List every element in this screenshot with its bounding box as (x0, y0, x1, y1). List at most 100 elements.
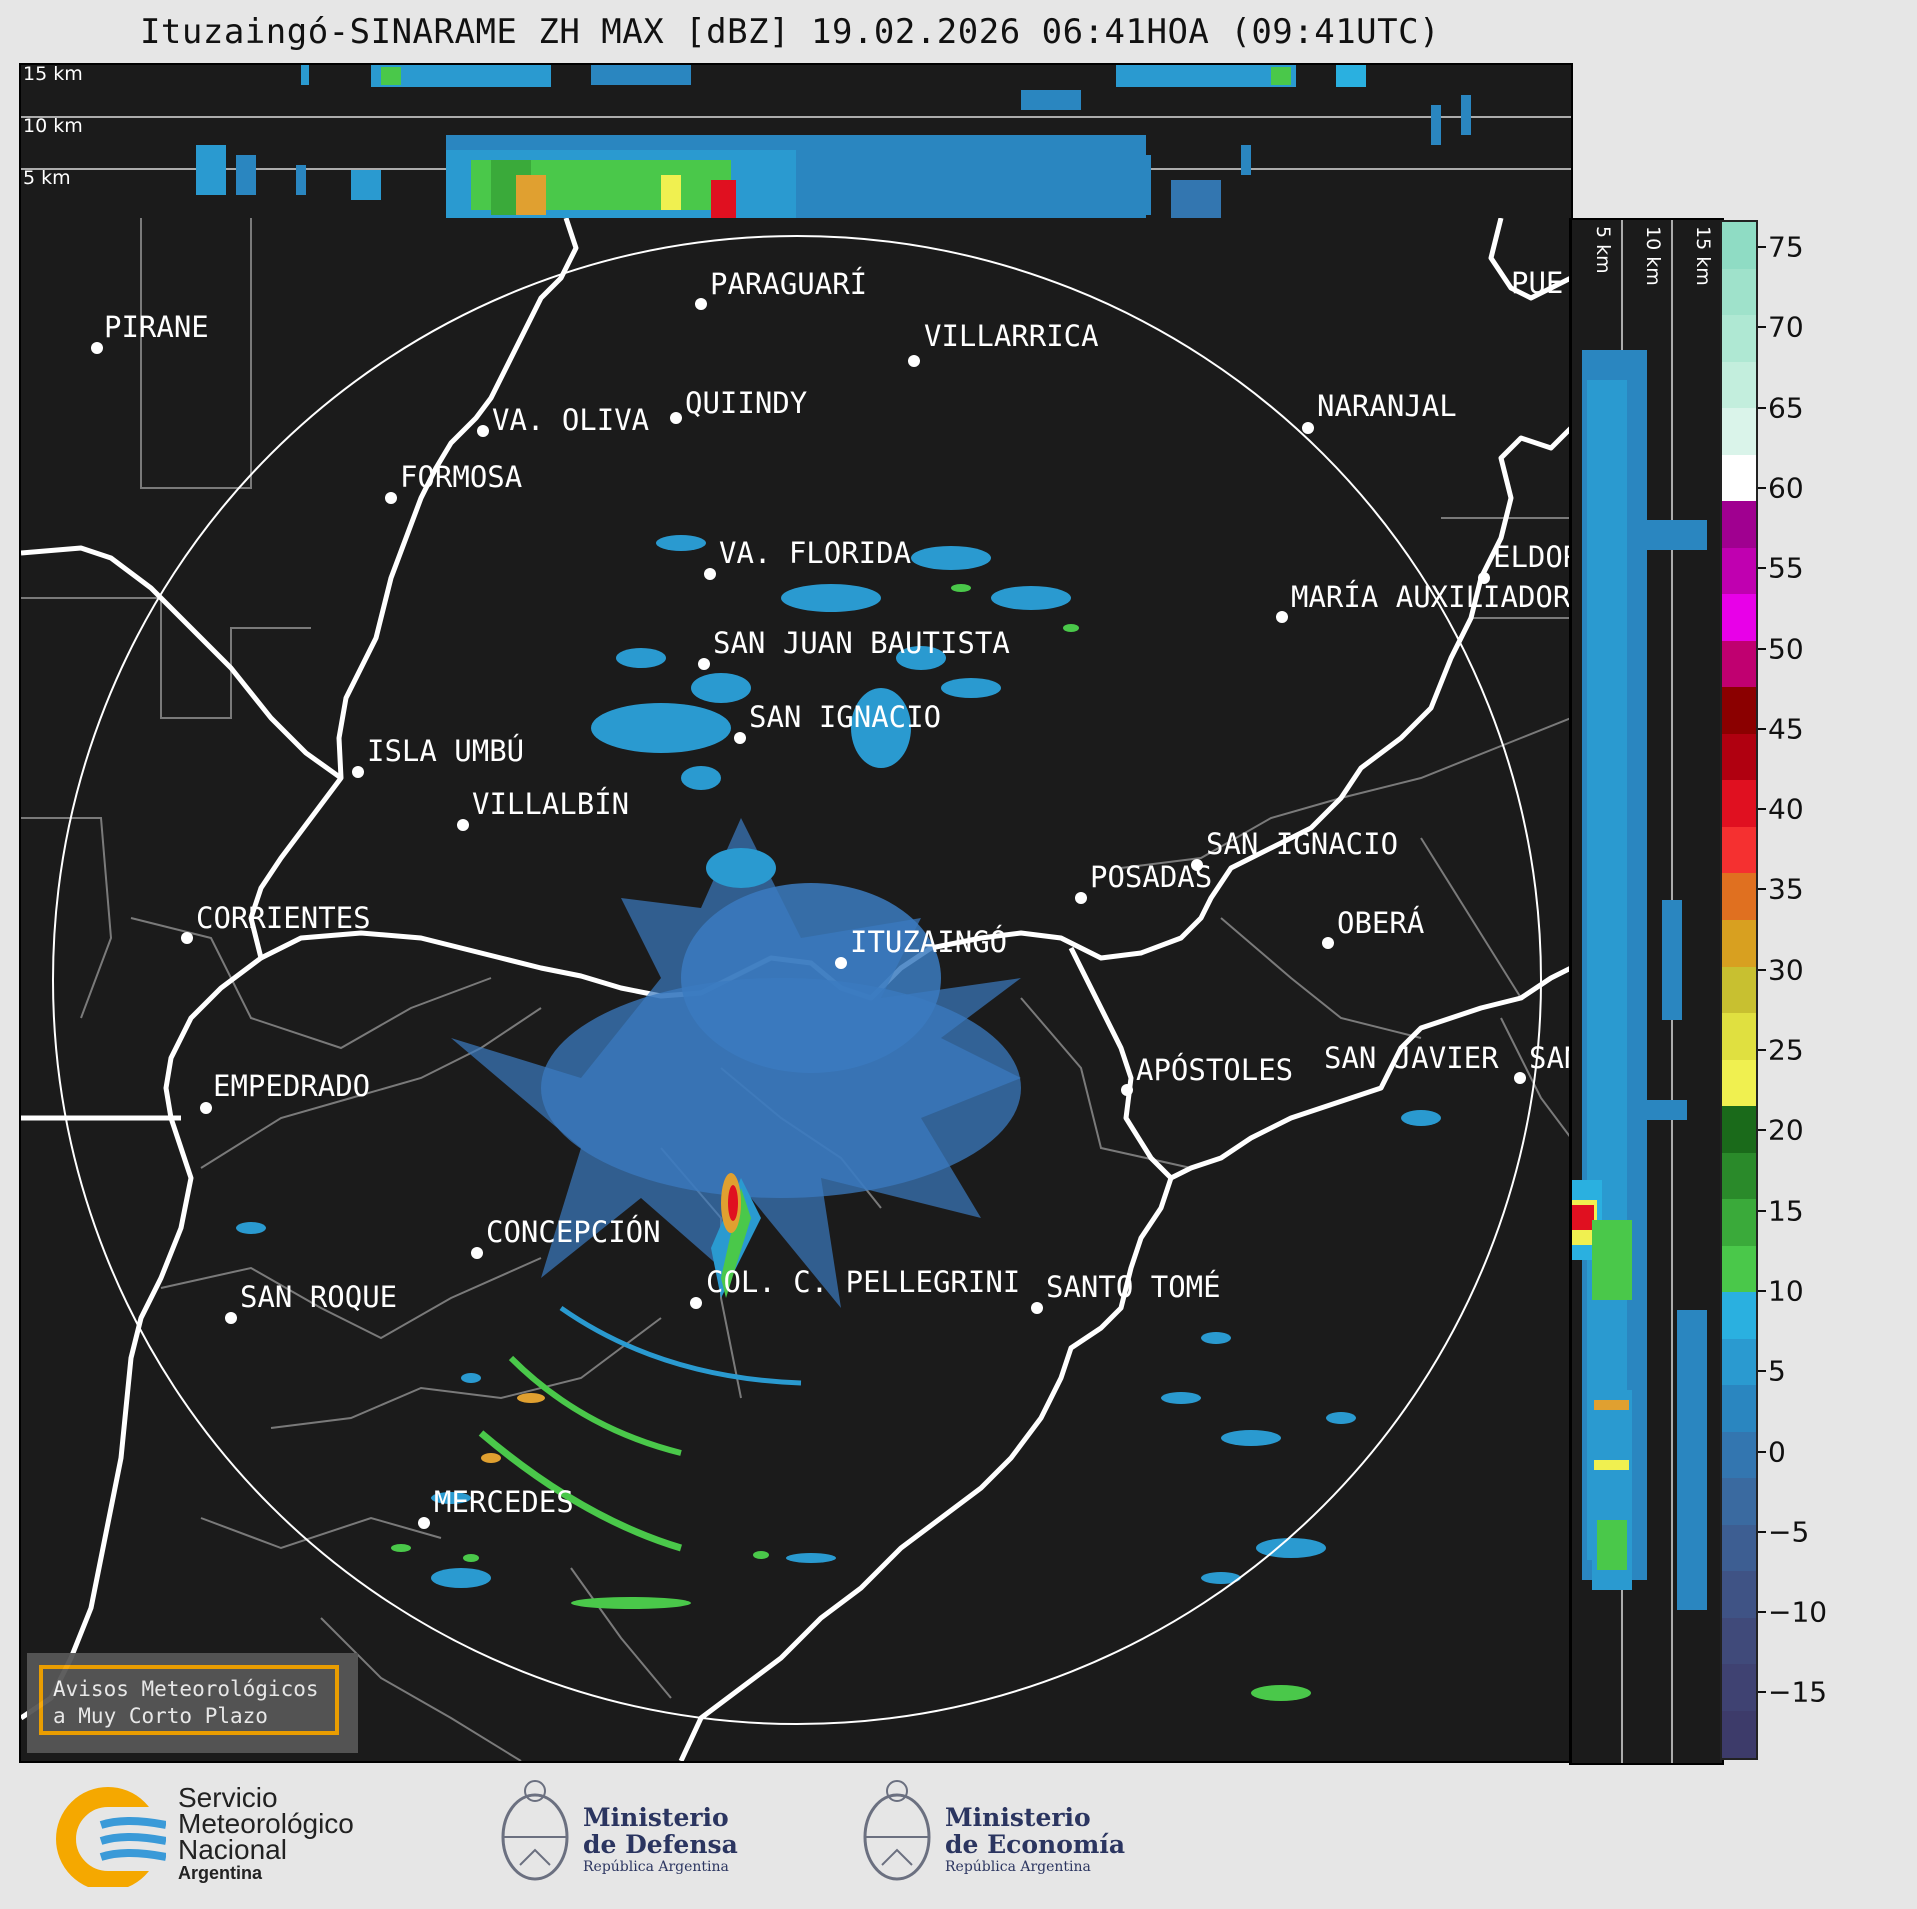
place-label-empedrado: EMPEDRADO (213, 1069, 371, 1103)
colorbar-segment (1722, 1059, 1756, 1107)
colorbar-segment (1722, 454, 1756, 502)
defensa-text: Ministerio de Defensa República Argentin… (583, 1804, 738, 1876)
smn-line2: Meteorológico (178, 1808, 354, 1839)
place-label-san: SAN (1529, 1041, 1571, 1075)
side-height-panel: 5 km 10 km 15 km (1569, 218, 1724, 1765)
colorbar-tick (1758, 888, 1766, 891)
colorbar-tick (1758, 246, 1766, 248)
defensa-coat-of-arms-icon (495, 1775, 575, 1895)
defensa-line2: de Defensa (583, 1830, 738, 1859)
side-echo-strips (1572, 350, 1707, 1610)
place-label-san-roque: SAN ROQUE (240, 1280, 398, 1314)
place-label-san-javier: SAN JAVIER (1324, 1041, 1499, 1075)
city-dots (91, 298, 1526, 1529)
economia-coat-of-arms-icon (857, 1775, 937, 1895)
radar-map[interactable]: PIRANE PARAGUARÍ VILLARRICA QUIINDY VA. … (19, 218, 1573, 1763)
colorbar-tick (1758, 1209, 1766, 1212)
colorbar-tick-label: −15 (1768, 1675, 1828, 1709)
colorbar-tick (1758, 567, 1766, 570)
place-label-san-juan-bautista: SAN JUAN BAUTISTA (713, 626, 1010, 660)
place-label-corrientes: CORRIENTES (196, 901, 371, 935)
colorbar-tick-label: 45 (1768, 712, 1804, 746)
colorbar-segment (1722, 1292, 1756, 1339)
top-label-10km: 10 km (23, 115, 83, 137)
warning-banner-line2: a Muy Corto Plazo (53, 1704, 268, 1728)
colorbar-segment (1722, 1524, 1756, 1572)
colorbar-segment (1722, 1711, 1756, 1758)
colorbar-tick-label: 60 (1768, 471, 1804, 505)
colorbar-tick-label: 30 (1768, 953, 1804, 987)
colorbar-tick (1758, 326, 1766, 329)
colorbar-segment (1722, 966, 1756, 1014)
colorbar-tick (1758, 968, 1766, 971)
radar-echoes (236, 535, 1441, 1701)
colorbar-tick-label: 0 (1768, 1435, 1786, 1468)
defensa-line1: Ministerio (583, 1803, 729, 1832)
smn-line4: Argentina (178, 1863, 263, 1883)
colorbar-segment (1722, 408, 1756, 455)
colorbar-segment (1722, 1199, 1756, 1246)
economia-line1: Ministerio (945, 1803, 1091, 1832)
smn-line1: Servicio (178, 1782, 278, 1813)
colorbar-segment (1722, 1617, 1756, 1665)
place-label-va-oliva: VA. OLIVA (492, 403, 650, 437)
colorbar-segment (1722, 1106, 1756, 1153)
place-label-villalbin: VILLALBÍN (472, 787, 630, 821)
colorbar-tick (1758, 808, 1766, 811)
top-height-panel: 15 km 10 km 5 km (19, 63, 1573, 223)
place-label-posadas: POSADAS (1090, 860, 1213, 894)
side-label-10km: 10 km (1642, 226, 1664, 286)
colorbar-tick-label: 25 (1768, 1033, 1804, 1067)
place-label-obera: OBERÁ (1337, 906, 1425, 940)
colorbar-tick (1758, 1289, 1766, 1292)
colorbar-tick (1758, 486, 1766, 489)
colorbar-segment (1722, 1245, 1756, 1293)
colorbar-tick (1758, 1370, 1766, 1373)
colorbar-tick-label: 65 (1768, 391, 1804, 425)
place-label-eldorado: ELDOR (1493, 540, 1573, 574)
economia-line2: de Economía (945, 1830, 1126, 1859)
place-label-apostoles: APÓSTOLES (1136, 1053, 1294, 1087)
colorbar-segment (1722, 1664, 1756, 1711)
colorbar-segment (1722, 1152, 1756, 1200)
warning-banner-line1: Avisos Meteorológicos (53, 1677, 319, 1701)
colorbar (1720, 220, 1758, 1760)
place-label-maria-auxiliadora: MARÍA AUXILIADOR (1291, 580, 1571, 614)
colorbar-segment (1722, 687, 1756, 734)
colorbar-tick-label: 50 (1768, 632, 1804, 665)
colorbar-tick (1758, 1129, 1766, 1132)
colorbar-segment (1722, 594, 1756, 641)
colorbar-segment (1722, 547, 1756, 595)
colorbar-segment (1722, 1013, 1756, 1060)
colorbar-tick (1758, 1530, 1766, 1533)
place-label-villarrica: VILLARRICA (924, 319, 1099, 353)
colorbar-tick-label: 20 (1768, 1113, 1804, 1147)
colorbar-tick (1758, 1450, 1766, 1453)
top-label-15km: 15 km (23, 63, 83, 85)
place-label-quiindy: QUIINDY (685, 386, 808, 420)
side-panel-graphics (1572, 220, 1707, 1763)
side-label-15km: 15 km (1692, 226, 1714, 286)
colorbar-tick (1758, 406, 1766, 409)
colorbar-segment (1722, 780, 1756, 827)
colorbar-segment (1722, 919, 1756, 967)
colorbar-tick-label: −10 (1768, 1595, 1828, 1629)
colorbar-segment (1722, 268, 1756, 316)
place-label-concepcion: CONCEPCIÓN (486, 1215, 661, 1249)
place-label-san-ignacio-ar: SAN IGNACIO (1206, 827, 1399, 861)
place-label-col-pellegrini: COL. C. PELLEGRINI (706, 1265, 1021, 1299)
colorbar-segment (1722, 501, 1756, 548)
colorbar-tick-label: 15 (1768, 1194, 1804, 1228)
place-label-paraguari: PARAGUARÍ (710, 267, 868, 301)
colorbar-segment (1722, 1478, 1756, 1525)
warning-banner-box: Avisos Meteorológicos a Muy Corto Plazo (39, 1665, 339, 1735)
colorbar-tick (1758, 1691, 1766, 1694)
place-label-pirane: PIRANE (104, 310, 209, 344)
colorbar-tick (1758, 1049, 1766, 1051)
smn-text: Servicio Meteorológico Nacional Argentin… (178, 1782, 354, 1884)
colorbar-tick-label: 55 (1768, 551, 1804, 585)
smn-line3: Nacional (178, 1834, 287, 1865)
range-ring (52, 235, 1542, 1725)
smn-logo (56, 1787, 166, 1887)
defensa-line3: República Argentina (583, 1859, 729, 1875)
